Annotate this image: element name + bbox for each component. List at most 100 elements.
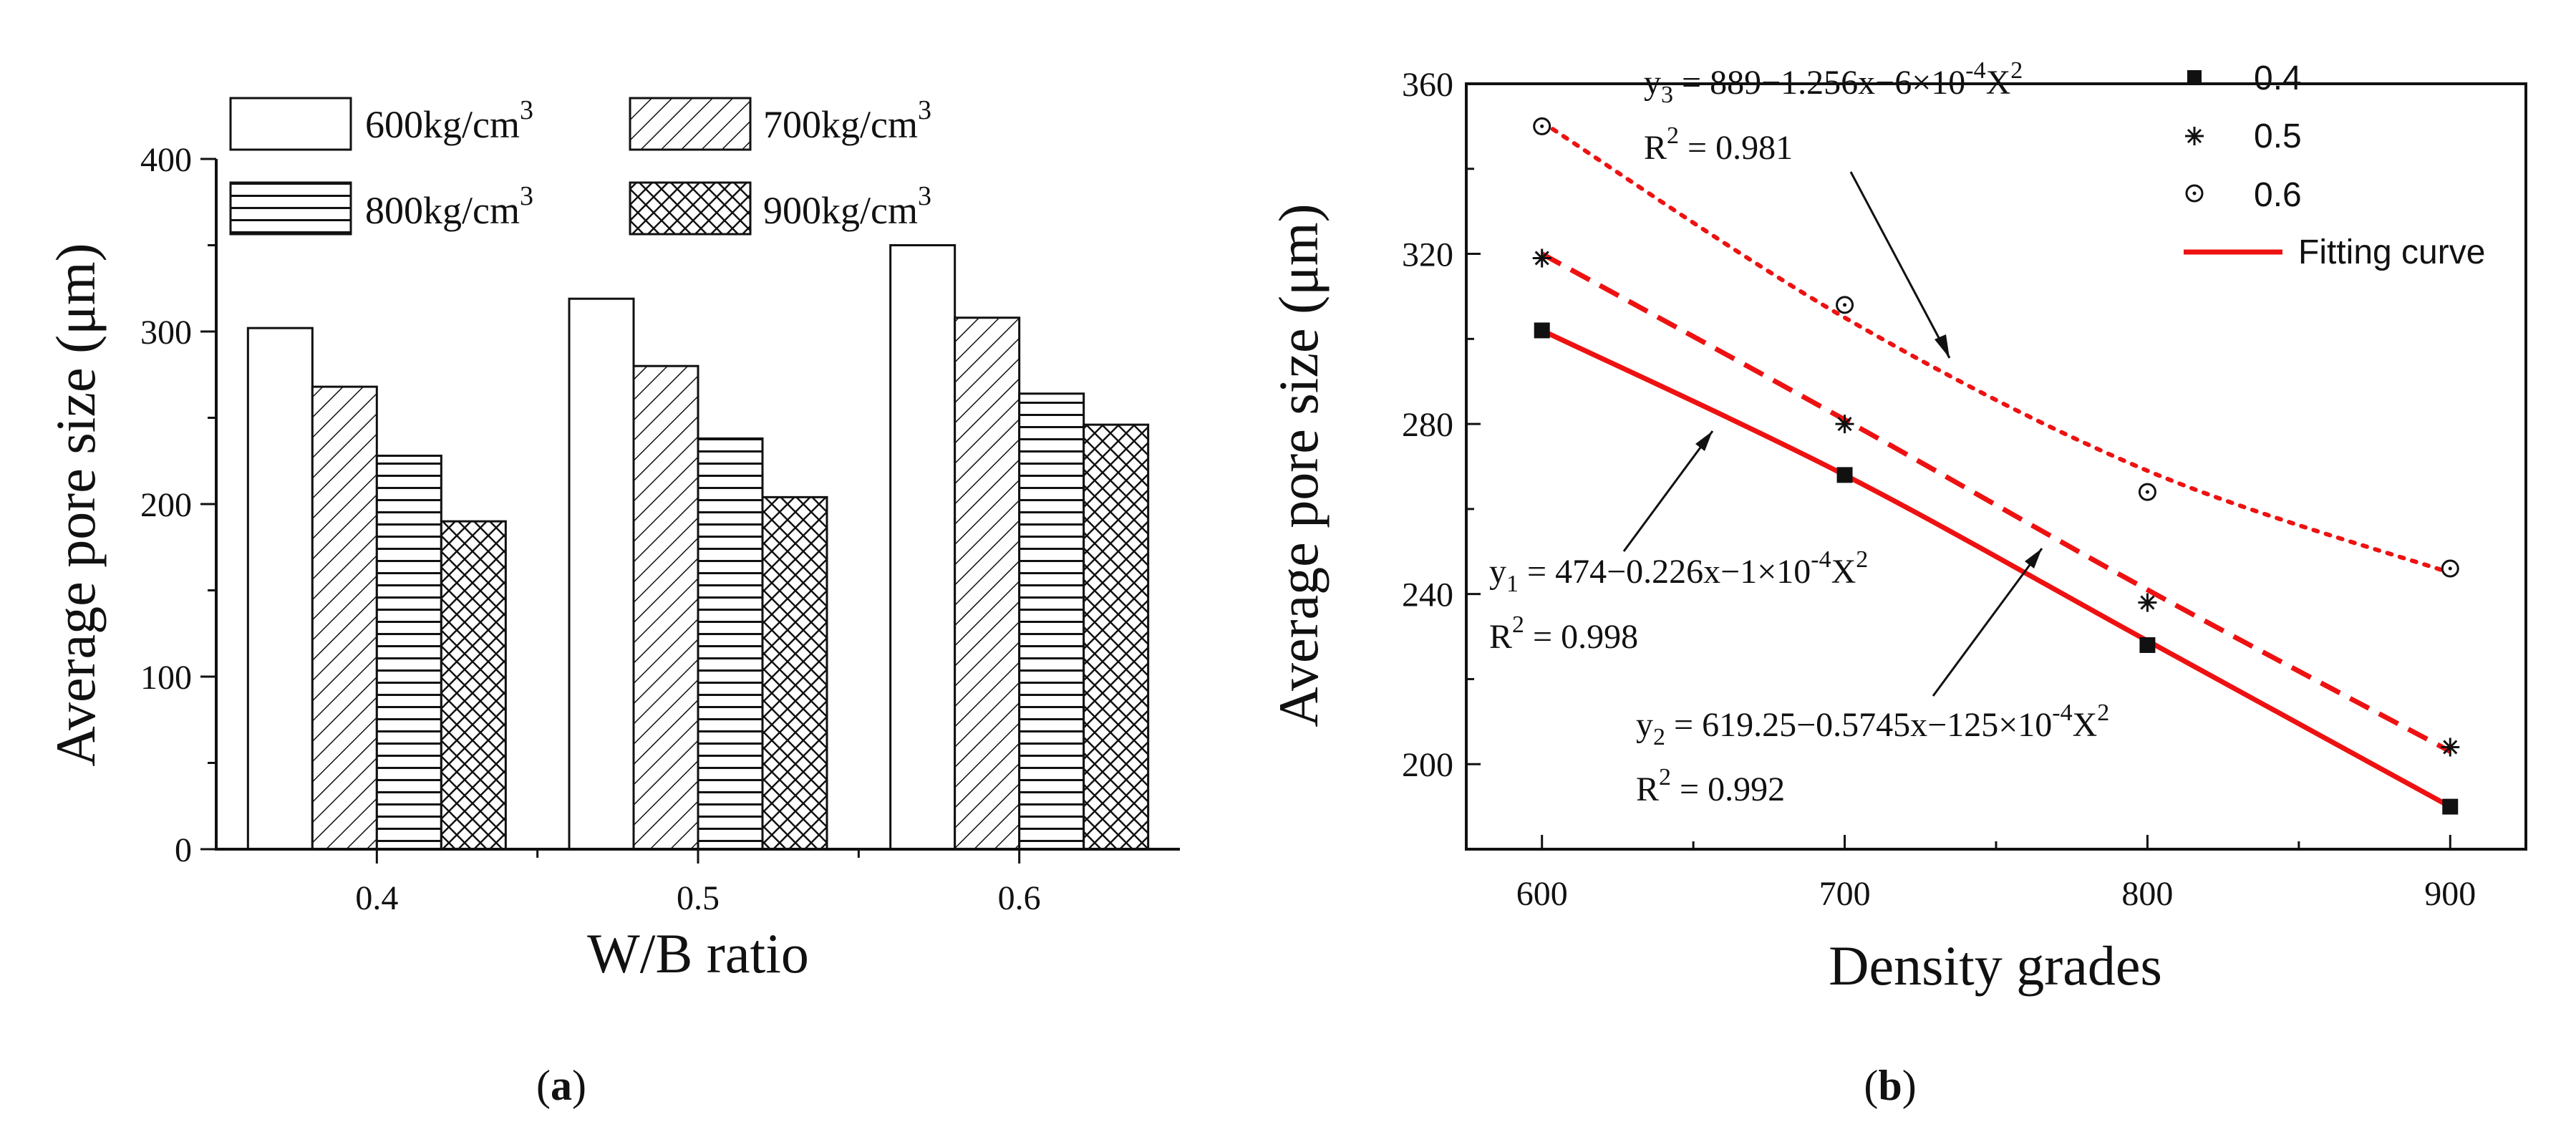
bar-0.4-series-3 bbox=[440, 520, 507, 851]
point-0.5-600 bbox=[1532, 248, 1551, 268]
legend-label-800: 800kg/cm bbox=[365, 189, 520, 232]
annotation-y1-equation: y1 = 474−0.226x−1×10-4X2 bbox=[1489, 546, 1868, 597]
panel-b-y-tick-label: 360 bbox=[1402, 66, 1453, 104]
annotation-y2-r2: R2 = 0.992 bbox=[1636, 764, 1785, 808]
panel-a-legend: 600kg/cm3 700kg/cm3 800kg/cm3 900kg/cm3 bbox=[229, 95, 931, 236]
svg-text:900kg/cm3: 900kg/cm3 bbox=[763, 181, 931, 232]
panel-a-caption: (a) bbox=[536, 1062, 586, 1109]
annotation-y1-arrowhead bbox=[1695, 431, 1713, 451]
legend-item-900: 900kg/cm3 bbox=[629, 181, 931, 236]
point-0.6-800 bbox=[2138, 483, 2156, 501]
panel-a-x-axis-title: W/B ratio bbox=[587, 922, 809, 985]
panel-b-fitting-curves bbox=[1539, 120, 2453, 809]
panel-a-y-tick-label: 200 bbox=[140, 486, 192, 524]
legend-label-fitting-curve: Fitting curve bbox=[2298, 233, 2485, 271]
legend-item-800: 800kg/cm3 bbox=[229, 181, 533, 236]
panel-a-x-tick-label: 0.5 bbox=[677, 879, 720, 917]
legend-sup-900: 3 bbox=[918, 181, 931, 211]
panel-b-x-axis-title: Density grades bbox=[1829, 934, 2162, 997]
legend-label-0.4: 0.4 bbox=[2254, 59, 2302, 97]
bar-0.6-series-0 bbox=[889, 244, 957, 851]
bar-0.6-series-1 bbox=[954, 316, 1021, 851]
panel-b-y-tick-label: 200 bbox=[1402, 746, 1453, 784]
legend-sup-700: 3 bbox=[918, 95, 931, 125]
panel-a-y-tick-label: 300 bbox=[140, 314, 192, 352]
svg-text:600kg/cm3: 600kg/cm3 bbox=[365, 95, 533, 146]
bar-0.4-series-0 bbox=[246, 327, 314, 851]
annotation-y1-r2: R2 = 0.998 bbox=[1489, 611, 1638, 656]
point-0.5-700 bbox=[1835, 415, 1854, 434]
svg-text:700kg/cm3: 700kg/cm3 bbox=[763, 95, 931, 146]
panel-b: 200 240 280 320 360 600 700 800 900 y3 = 889−1.… bbox=[1267, 57, 2527, 1109]
point-0.5-900 bbox=[2441, 737, 2460, 757]
panel-b-x-tick-label: 600 bbox=[1516, 875, 1568, 913]
fitting-curve-dashed bbox=[1541, 251, 2451, 754]
panel-b-x-ticks: 600 700 800 900 bbox=[1516, 835, 2476, 913]
fitting-curve-dotted bbox=[1539, 120, 2453, 575]
annotation-y2: y2 = 619.25−0.5745x−125×10-4X2 R2 = 0.99… bbox=[1636, 548, 2109, 808]
legend-item-600: 600kg/cm3 bbox=[229, 95, 533, 151]
legend-label-0.6: 0.6 bbox=[2254, 176, 2302, 214]
annotation-y2-equation: y2 = 619.25−0.5745x−125×10-4X2 bbox=[1636, 700, 2109, 750]
panel-a: 0 100 200 300 400 0.4 0.5 0.6 W/B ratio Averag… bbox=[44, 95, 1180, 1109]
point-0.6-600 bbox=[1533, 117, 1551, 135]
bar-0.5-series-0 bbox=[568, 297, 635, 851]
panel-a-y-axis-title: Average pore size (μm) bbox=[44, 243, 107, 766]
bar-0.6-series-3 bbox=[1083, 423, 1150, 851]
panel-b-y-axis-title: Average pore size (μm) bbox=[1267, 203, 1330, 727]
panel-b-y-ticks: 200 240 280 320 360 bbox=[1402, 66, 1481, 784]
panel-b-x-tick-label: 800 bbox=[2121, 875, 2173, 913]
annotation-y3-arrowhead bbox=[1935, 334, 1950, 358]
panel-a-x-tick-label: 0.6 bbox=[998, 879, 1041, 917]
annotation-y1-arrow bbox=[1622, 430, 1714, 552]
annotation-y3-equation: y3 = 889−1.256x−6×10-4X2 bbox=[1644, 57, 2023, 108]
legend-sup-600: 3 bbox=[520, 95, 533, 125]
panel-b-y-tick-label: 320 bbox=[1402, 236, 1453, 274]
panel-a-bars bbox=[246, 244, 1150, 851]
svg-text:800kg/cm3: 800kg/cm3 bbox=[365, 181, 533, 232]
panel-b-y-tick-label: 280 bbox=[1402, 406, 1453, 444]
legend-sup-800: 3 bbox=[520, 181, 533, 211]
panel-b-y-tick-label: 240 bbox=[1402, 576, 1453, 614]
legend-marker-0.5 bbox=[2185, 127, 2204, 145]
annotation-y3: y3 = 889−1.256x−6×10-4X2 R2 = 0.981 bbox=[1644, 57, 2023, 359]
panel-a-x-ticks: 0.4 0.5 0.6 bbox=[355, 849, 1041, 917]
point-0.4-600 bbox=[1534, 322, 1550, 339]
panel-a-y-tick-label: 0 bbox=[175, 831, 192, 869]
annotation-y3-arrow bbox=[1849, 171, 1951, 359]
panel-b-data-points bbox=[1532, 117, 2460, 815]
panel-a-y-tick-label: 100 bbox=[140, 659, 192, 697]
panel-b-legend: 0.4 0.5 0.6 Fitting curve bbox=[2184, 59, 2485, 271]
legend-label-600: 600kg/cm bbox=[365, 103, 520, 146]
panel-b-x-tick-label: 900 bbox=[2424, 875, 2476, 913]
bar-0.5-series-2 bbox=[697, 437, 764, 851]
annotation-y2-arrowhead bbox=[2025, 548, 2042, 569]
bar-0.5-series-1 bbox=[632, 364, 699, 851]
legend-label-700: 700kg/cm bbox=[763, 103, 918, 146]
panel-b-x-tick-label: 700 bbox=[1819, 875, 1871, 913]
legend-marker-0.4 bbox=[2187, 70, 2202, 84]
legend-marker-0.6 bbox=[2185, 184, 2204, 203]
panel-a-y-ticks: 0 100 200 300 400 bbox=[140, 141, 216, 869]
point-0.4-900 bbox=[2442, 798, 2459, 815]
annotation-y1: y1 = 474−0.226x−1×10-4X2 R2 = 0.998 bbox=[1489, 430, 1868, 656]
bar-0.5-series-3 bbox=[761, 495, 828, 851]
bar-0.4-series-2 bbox=[375, 455, 442, 851]
point-0.6-700 bbox=[1836, 296, 1854, 314]
panel-b-caption: (b) bbox=[1864, 1062, 1916, 1109]
point-0.6-900 bbox=[2441, 559, 2459, 578]
bar-0.4-series-1 bbox=[311, 385, 378, 851]
legend-label-900: 900kg/cm bbox=[763, 189, 918, 232]
point-0.4-700 bbox=[1836, 467, 1853, 483]
annotation-y3-r2: R2 = 0.981 bbox=[1644, 122, 1793, 167]
panel-a-x-tick-label: 0.4 bbox=[355, 879, 398, 917]
legend-item-700: 700kg/cm3 bbox=[629, 95, 931, 151]
legend-label-0.5: 0.5 bbox=[2254, 117, 2302, 155]
panel-a-y-tick-label: 400 bbox=[140, 141, 192, 179]
point-0.4-800 bbox=[2139, 637, 2156, 653]
point-0.5-800 bbox=[2138, 593, 2157, 612]
bar-0.6-series-2 bbox=[1018, 392, 1085, 851]
annotation-y2-arrow bbox=[1932, 548, 2043, 697]
fitting-curve-solid bbox=[1541, 328, 2451, 809]
